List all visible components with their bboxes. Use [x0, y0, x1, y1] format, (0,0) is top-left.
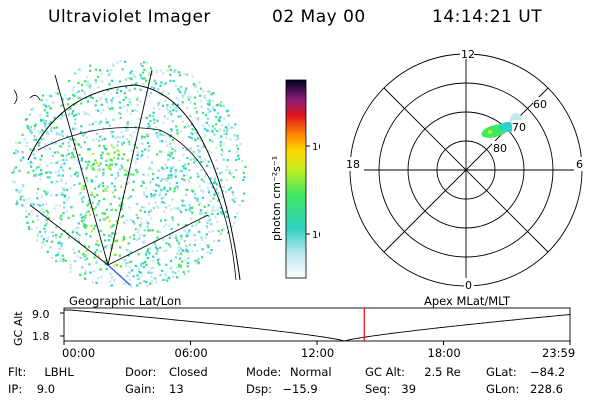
- info-label: GC Alt:: [365, 365, 406, 379]
- info-label: Seq:: [365, 382, 391, 396]
- info-value: 2.5 Re: [424, 365, 461, 379]
- limb-arc-outer: [27, 84, 241, 281]
- info-label: GLon:: [486, 382, 520, 396]
- observation-date: 02 May 00: [272, 7, 366, 27]
- meridian-3: [29, 204, 109, 266]
- colorbar-gradient: [285, 79, 307, 279]
- info-label: IP:: [8, 382, 23, 396]
- info-label: Door:: [125, 365, 157, 379]
- polar-mlat-mlt-plot: 12 18 6 0 60 70 80: [346, 47, 586, 292]
- y-tick-1-8: 1.8: [32, 330, 50, 343]
- info-value: Closed: [169, 365, 208, 379]
- info-label: Dsp:: [246, 382, 273, 396]
- colorbar-tick-10: 10: [312, 230, 320, 241]
- altitude-timeline: GC Alt 9.0 1.8 00:00 06:00 12:00 18:00 23:59: [12, 307, 575, 360]
- info-value: 13: [169, 382, 184, 396]
- altitude-curve: [64, 309, 571, 342]
- x-tick-label: 06:00: [175, 346, 208, 360]
- x-tick-label: 18:00: [428, 346, 461, 360]
- observation-time: 14:14:21 UT: [432, 7, 543, 27]
- x-tick-label: 00:00: [62, 346, 95, 360]
- info-value: Normal: [290, 365, 332, 379]
- instrument-title: Ultraviolet Imager: [48, 7, 211, 27]
- mlt-label-0: 0: [465, 279, 472, 292]
- timeline-right-caption: Apex MLat/MLT: [424, 294, 511, 308]
- mlt-label-18: 18: [346, 158, 360, 171]
- pole-marker: [107, 264, 131, 286]
- emission-speckle: [11, 59, 247, 288]
- info-value: −84.2: [530, 365, 566, 379]
- timeline-y-label: GC Alt: [12, 311, 25, 346]
- meridian-4: [107, 214, 209, 266]
- y-tick-9: 9.0: [32, 308, 50, 321]
- info-label: Mode:: [246, 365, 282, 379]
- colorbar-tick-100: 100: [312, 142, 320, 153]
- coastline-fragment: [13, 89, 41, 105]
- info-value: −15.9: [282, 382, 318, 396]
- mlat-label-80: 80: [493, 142, 507, 155]
- mlt-label-6: 6: [576, 158, 583, 171]
- info-label: GLat:: [486, 365, 517, 379]
- info-label: Gain:: [125, 382, 156, 396]
- timeline-left-caption: Geographic Lat/Lon: [69, 294, 182, 308]
- mlt-label-12: 12: [461, 48, 475, 61]
- geographic-image: [11, 59, 247, 288]
- meridian-2: [107, 69, 153, 266]
- info-value: LBHL: [44, 365, 74, 379]
- info-label: Flt:: [8, 365, 27, 379]
- meridian-diag-2: [383, 87, 549, 253]
- info-value: 9.0: [36, 382, 56, 396]
- x-tick-label: 12:00: [301, 346, 334, 360]
- colorbar-unit-label: photon cm⁻²s⁻¹: [270, 156, 283, 241]
- mlat-label-60: 60: [533, 98, 547, 111]
- info-value: 39: [401, 382, 417, 396]
- intensity-colorbar: 100 10 photon cm⁻²s⁻¹: [270, 79, 320, 279]
- limb-arc-inner: [37, 127, 237, 281]
- meridian-1: [54, 74, 109, 266]
- x-tick-label: 23:59: [542, 346, 575, 360]
- mlat-label-70: 70: [512, 121, 526, 134]
- info-value: 228.6: [530, 382, 563, 396]
